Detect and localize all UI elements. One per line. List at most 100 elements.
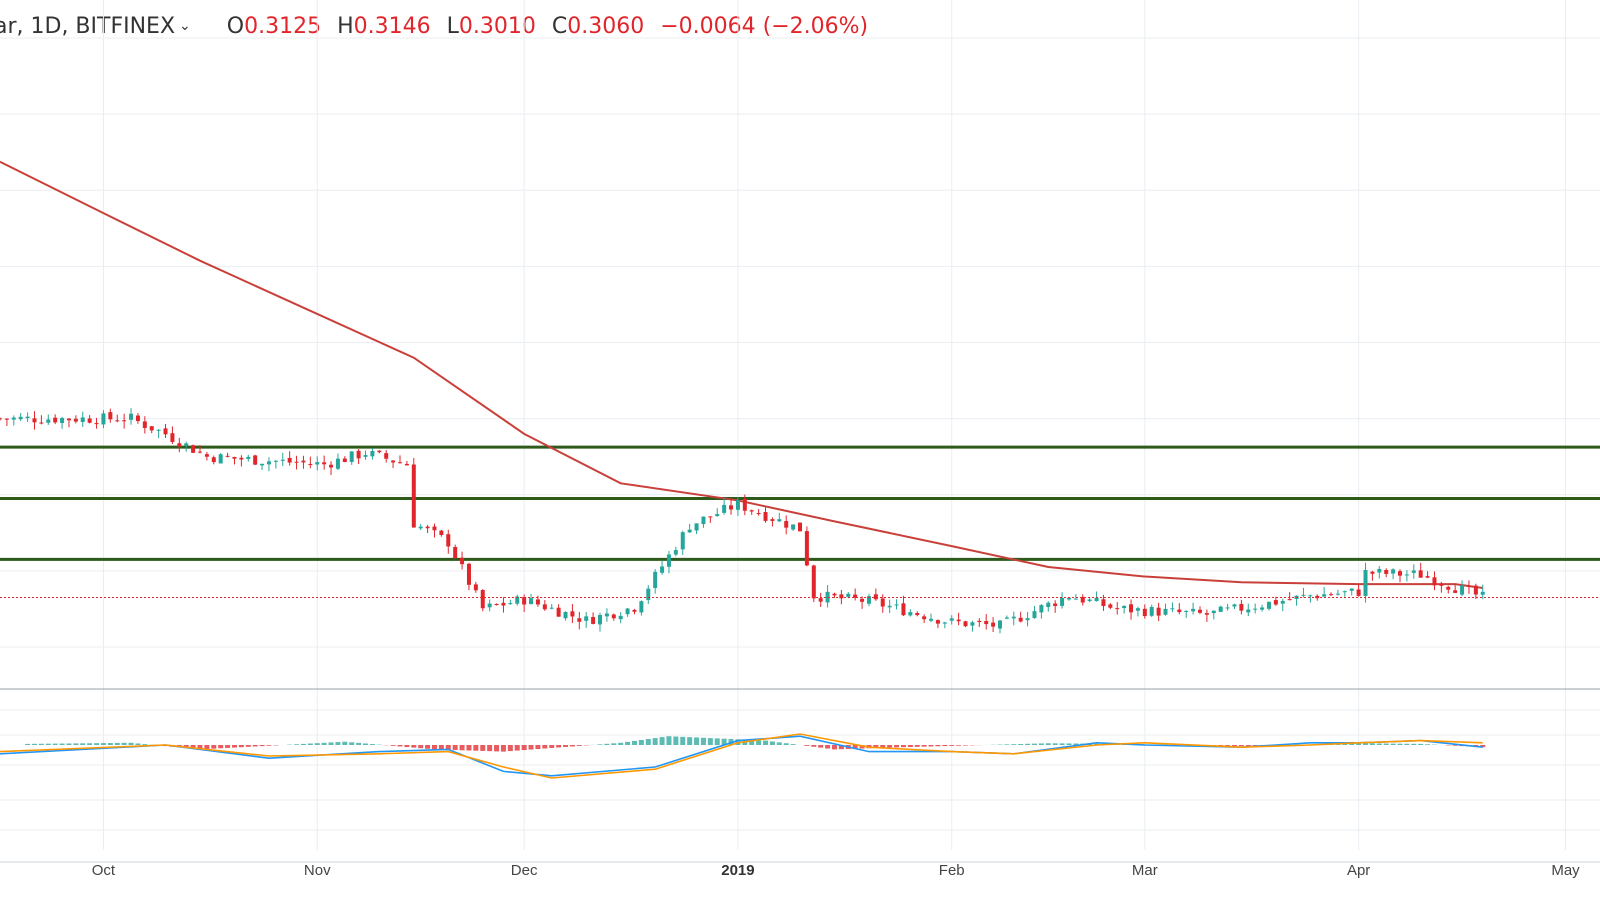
macd-histogram-bar bbox=[487, 745, 493, 752]
candle-body bbox=[1287, 599, 1292, 601]
macd-histogram-bar bbox=[1038, 743, 1044, 745]
macd-histogram-bar bbox=[190, 745, 196, 749]
candle-body bbox=[784, 521, 789, 528]
candle-body bbox=[832, 593, 837, 596]
chevron-down-icon[interactable]: ⌄ bbox=[179, 18, 191, 34]
macd-histogram-bar bbox=[211, 745, 217, 749]
candle-body bbox=[1032, 611, 1037, 619]
macd-histogram-bar bbox=[825, 745, 831, 749]
candle-body bbox=[363, 455, 368, 457]
macd-histogram-bar bbox=[1404, 743, 1410, 745]
candle-body bbox=[956, 619, 961, 622]
macd-histogram-bar bbox=[645, 739, 651, 745]
candle-body bbox=[198, 451, 202, 453]
candle-body bbox=[218, 454, 223, 464]
macd-histogram-bar bbox=[673, 736, 679, 745]
candle-body bbox=[1260, 607, 1265, 610]
candle-body bbox=[280, 459, 285, 461]
macd-histogram-bar bbox=[238, 745, 244, 748]
candle-body bbox=[191, 445, 196, 453]
macd-histogram-bar bbox=[528, 745, 534, 750]
macd-histogram-bar bbox=[500, 745, 506, 752]
macd-histogram-bar bbox=[300, 743, 306, 745]
candle-body bbox=[522, 597, 527, 605]
change-value: −0.0064 (−2.06%) bbox=[660, 13, 869, 39]
candle-body bbox=[142, 421, 147, 428]
macd-histogram-bar bbox=[66, 743, 72, 745]
macd-histogram-bar bbox=[963, 745, 969, 746]
candle-body bbox=[1473, 585, 1478, 595]
macd-histogram-bar bbox=[494, 745, 500, 752]
candle-body bbox=[708, 516, 713, 518]
macd-histogram-bar bbox=[266, 745, 272, 746]
candle-body bbox=[935, 620, 940, 624]
high-label: H bbox=[337, 13, 354, 39]
macd-histogram-bar bbox=[900, 745, 906, 748]
macd-histogram-bar bbox=[87, 743, 93, 745]
macd-histogram-bar bbox=[1245, 745, 1251, 746]
candle-body bbox=[1115, 608, 1120, 610]
candle-body bbox=[1253, 608, 1258, 610]
macd-histogram-bar bbox=[1045, 743, 1051, 745]
candle-body bbox=[101, 413, 106, 425]
candle-body bbox=[122, 420, 127, 422]
candle-body bbox=[687, 529, 692, 533]
macd-histogram-bar bbox=[652, 738, 658, 745]
macd-histogram-bar bbox=[818, 745, 824, 748]
macd-histogram-bar bbox=[1218, 745, 1224, 746]
candle-body bbox=[680, 532, 685, 550]
macd-histogram-bar bbox=[714, 738, 720, 745]
macd-histogram-bar bbox=[928, 745, 934, 747]
candle-body bbox=[1156, 607, 1161, 616]
macd-histogram-bar bbox=[1390, 743, 1396, 745]
macd-histogram-bar bbox=[1349, 743, 1355, 745]
macd-histogram-bar bbox=[142, 744, 148, 745]
candle-body bbox=[646, 588, 651, 600]
candle-body bbox=[1135, 608, 1140, 611]
macd-histogram-bar bbox=[349, 742, 355, 745]
candle-body bbox=[1025, 618, 1030, 621]
candle-body bbox=[577, 618, 582, 622]
candle-body bbox=[294, 461, 299, 463]
candle-body bbox=[942, 622, 947, 624]
high-value: 0.3146 bbox=[353, 13, 431, 39]
candle-body bbox=[80, 417, 85, 422]
macd-histogram-bar bbox=[466, 745, 472, 751]
candlestick-series bbox=[0, 408, 1485, 634]
macd-histogram-bar bbox=[218, 745, 224, 749]
candle-body bbox=[977, 620, 982, 622]
candle-body bbox=[818, 598, 823, 602]
candle-body bbox=[1018, 617, 1023, 622]
macd-histogram-bar bbox=[418, 745, 424, 749]
candle-body bbox=[1273, 600, 1278, 605]
symbol-label[interactable]: ar, 1D, BITFINEX bbox=[0, 13, 176, 39]
macd-histogram-bar bbox=[45, 743, 51, 745]
candle-body bbox=[991, 622, 996, 627]
candle-body bbox=[1398, 571, 1402, 576]
macd-pane bbox=[0, 733, 1486, 779]
candle-body bbox=[1142, 608, 1147, 617]
macd-histogram-bar bbox=[1418, 743, 1424, 745]
candle-body bbox=[266, 461, 271, 465]
macd-histogram-bar bbox=[597, 744, 603, 745]
macd-histogram-bar bbox=[404, 745, 410, 748]
candle-body bbox=[1177, 609, 1182, 613]
candle-body bbox=[556, 607, 561, 617]
candle-body bbox=[370, 450, 375, 457]
candle-body bbox=[535, 599, 540, 605]
x-tick-label: Oct bbox=[92, 862, 116, 879]
macd-histogram-bar bbox=[80, 743, 86, 745]
macd-histogram-bar bbox=[252, 745, 258, 747]
macd-histogram-bar bbox=[1363, 743, 1369, 745]
candle-body bbox=[1191, 608, 1196, 612]
candle-body bbox=[722, 504, 727, 513]
macd-histogram-bar bbox=[1356, 743, 1362, 745]
candle-body bbox=[901, 603, 906, 616]
candle-body bbox=[1280, 600, 1285, 604]
macd-histogram-bar bbox=[1004, 744, 1010, 745]
candle-body bbox=[563, 611, 568, 619]
candle-body bbox=[887, 605, 892, 608]
candle-body bbox=[4, 418, 9, 420]
macd-histogram-bar bbox=[507, 745, 513, 752]
